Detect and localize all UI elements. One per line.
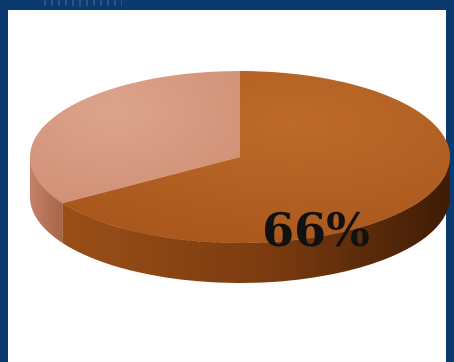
pie-slice-1	[62, 71, 450, 243]
pie-side-slice-2	[30, 157, 63, 244]
data-label-slice-1: 66%	[262, 203, 370, 257]
pie-slice-2	[29, 71, 240, 204]
pie-side-slice-1	[62, 157, 451, 283]
decorative-strip	[44, 0, 122, 6]
